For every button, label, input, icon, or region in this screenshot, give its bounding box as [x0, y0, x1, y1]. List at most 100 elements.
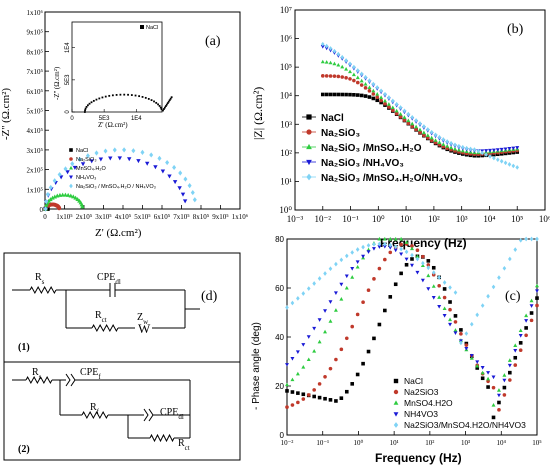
- bode-phase-point: [388, 250, 393, 255]
- bode-phase-point: [306, 286, 311, 291]
- bode-phase-point: [491, 375, 496, 380]
- bode-modulus-point: [320, 59, 325, 64]
- bode-phase-point: [415, 270, 420, 275]
- bode-phase-x-tick-label: 10²: [425, 439, 434, 447]
- bode-modulus-point: [418, 127, 422, 132]
- bode-phase-point: [290, 357, 295, 361]
- bode-modulus-point: [441, 142, 446, 146]
- inset-point: [86, 104, 89, 107]
- bode-phase-point: [388, 246, 393, 250]
- bode-phase-point: [497, 408, 501, 412]
- bode-modulus-point: [503, 160, 508, 166]
- bode-modulus-legend-marker: [306, 143, 312, 150]
- bode-phase-point: [399, 242, 403, 247]
- bode-phase-point: [350, 275, 355, 279]
- bode-modulus-point: [472, 147, 477, 152]
- bode-phase-legend-label: Na2SiO3: [404, 387, 439, 397]
- bode-phase-point: [355, 260, 360, 264]
- bode-phase-point: [480, 303, 485, 308]
- cpe-f-label: CPEf: [80, 367, 101, 381]
- rct-label: Rct: [178, 438, 190, 452]
- bode-modulus-point: [390, 105, 395, 110]
- nyquist-point: [80, 204, 85, 209]
- nyquist-point: [190, 189, 195, 196]
- nyquist-point: [131, 148, 136, 154]
- bode-modulus-point: [402, 115, 407, 119]
- inset-point: [158, 105, 161, 107]
- bode-phase-point: [415, 254, 420, 258]
- bode-phase-point: [475, 360, 480, 364]
- bode-modulus-point: [425, 127, 430, 132]
- bode-phase-point: [339, 257, 344, 263]
- bode-phase-point: [469, 356, 474, 360]
- bode-modulus-y-tick-label: 10³: [280, 119, 292, 129]
- inset-point: [130, 94, 133, 96]
- bode-phase-point: [508, 378, 512, 382]
- bode-modulus-point: [332, 74, 337, 78]
- bode-phase-point: [491, 284, 496, 290]
- bode-phase-point: [486, 379, 490, 384]
- nyquist-legend-label: Na₂SiO₃: [76, 157, 97, 163]
- bode-phase-point: [366, 250, 371, 254]
- bode-phase-point: [323, 329, 328, 334]
- bode-modulus-point: [398, 115, 403, 119]
- bode-phase-ticks: 10⁻² 10⁻¹ 10⁰ 10¹ 10² 10³ 10⁴ 10⁵ 0 20 40 60 80: [275, 235, 542, 447]
- bode-modulus-point: [503, 147, 508, 152]
- inset-point: [167, 100, 170, 103]
- bode-phase-point: [328, 300, 333, 304]
- bode-modulus-y-axis-label: |Z| (Ω.cm²): [251, 87, 265, 140]
- bode-phase-point: [496, 388, 501, 392]
- nyquist-y-tick-label: 4x10⁵: [27, 127, 44, 135]
- bode-modulus-x-tick-label: 10⁰: [372, 214, 385, 224]
- nyquist-x-tick-label: 6x10⁵: [154, 213, 171, 221]
- bode-phase-point: [529, 298, 534, 303]
- bode-modulus-point: [348, 77, 352, 81]
- inset-legend-label: NaCl: [146, 25, 158, 31]
- bode-phase-point: [388, 242, 393, 248]
- inset-point: [95, 98, 98, 101]
- nyquist-panel-label: (a): [205, 34, 221, 49]
- bode-modulus-point: [453, 146, 457, 151]
- bode-phase-point: [410, 263, 414, 268]
- bode-modulus-point: [383, 98, 387, 103]
- bode-phase-point: [393, 244, 398, 250]
- bode-modulus-point: [488, 148, 492, 153]
- bode-phase-x-tick-label: 10¹: [390, 439, 399, 447]
- bode-modulus-point: [402, 118, 407, 123]
- bode-modulus-point: [328, 46, 333, 51]
- bode-phase-point: [524, 319, 529, 323]
- bode-modulus-point: [379, 88, 383, 94]
- inset-point: [123, 93, 126, 96]
- bode-modulus-point: [499, 147, 504, 152]
- bode-modulus-point: [449, 140, 453, 146]
- bode-modulus-y-tick-label: 10¹: [280, 176, 292, 186]
- inset-point: [163, 108, 165, 110]
- bode-modulus-x-tick-label: 10¹: [400, 214, 412, 224]
- bode-phase-point: [426, 263, 431, 267]
- bode-phase-x-tick-label: 10⁻¹: [316, 439, 329, 447]
- nyquist-point: [44, 199, 49, 205]
- bode-phase-point: [366, 349, 371, 354]
- bode-phase-y-tick-label: 80: [275, 235, 284, 244]
- nyquist-point: [160, 169, 166, 174]
- nyquist-x-tick-label: 4x10⁵: [115, 213, 132, 221]
- bode-phase-point: [513, 247, 518, 252]
- bode-phase-point: [350, 250, 355, 255]
- bode-modulus-point: [371, 88, 376, 93]
- nyquist-point: [65, 170, 70, 175]
- bode-phase-point: [459, 332, 463, 336]
- bode-modulus-point: [445, 139, 450, 144]
- nyquist-point: [103, 148, 108, 154]
- bode-phase-point: [518, 334, 523, 338]
- bode-phase-x-tick-label: 10⁵: [532, 439, 542, 447]
- bode-phase-point: [350, 324, 355, 329]
- nyquist-point: [177, 186, 182, 191]
- bode-modulus-point: [406, 121, 411, 126]
- bode-modulus-point: [495, 148, 500, 152]
- bode-phase-point: [518, 237, 523, 243]
- bode-modulus-point: [375, 98, 380, 103]
- bode-phase-point: [317, 395, 322, 400]
- bode-phase-point: [513, 343, 518, 347]
- bode-modulus-point: [398, 105, 403, 110]
- bode-phase-point: [334, 357, 338, 362]
